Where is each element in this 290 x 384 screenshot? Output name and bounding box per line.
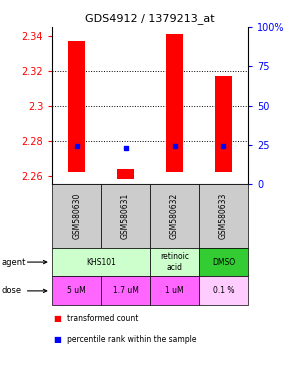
Bar [166, 34, 183, 172]
Bar [117, 169, 134, 179]
Text: GSM580633: GSM580633 [219, 193, 228, 239]
Text: ■: ■ [54, 335, 61, 344]
Bar [68, 41, 85, 172]
Text: 0.1 %: 0.1 % [213, 286, 234, 295]
Text: GSM580631: GSM580631 [121, 193, 130, 239]
Text: GSM580632: GSM580632 [170, 193, 179, 239]
Text: percentile rank within the sample: percentile rank within the sample [67, 335, 196, 344]
Text: DMSO: DMSO [212, 258, 235, 266]
Title: GDS4912 / 1379213_at: GDS4912 / 1379213_at [85, 13, 215, 24]
Text: ■: ■ [54, 314, 61, 323]
Text: 5 uM: 5 uM [67, 286, 86, 295]
Text: dose: dose [1, 286, 21, 295]
Text: retinoic
acid: retinoic acid [160, 252, 189, 272]
Text: 1.7 uM: 1.7 uM [113, 286, 139, 295]
Text: KHS101: KHS101 [86, 258, 116, 266]
Text: transformed count: transformed count [67, 314, 138, 323]
Bar [215, 76, 232, 172]
Text: agent: agent [1, 258, 26, 266]
Text: GSM580630: GSM580630 [72, 193, 81, 239]
Text: 1 uM: 1 uM [165, 286, 184, 295]
